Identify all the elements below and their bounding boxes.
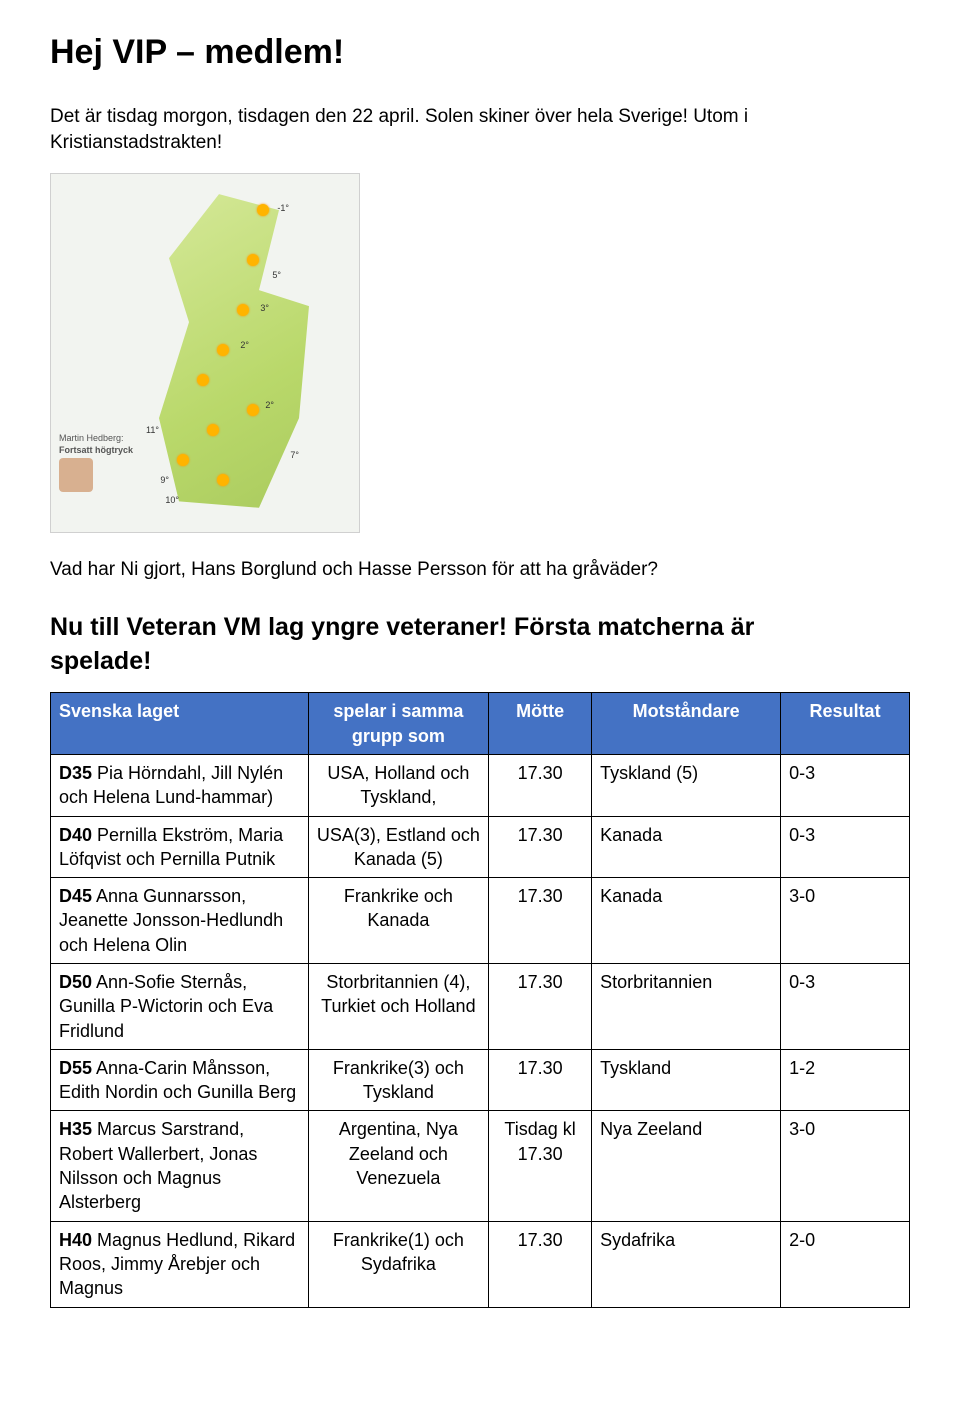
cell-opponent: Storbritannien bbox=[592, 963, 781, 1049]
team-players: Pia Hörndahl, Jill Nylén och Helena Lund… bbox=[59, 763, 283, 807]
cell-group: Argentina, Nya Zeeland och Venezuela bbox=[308, 1111, 488, 1221]
map-temp: 9° bbox=[160, 474, 169, 486]
results-table: Svenska laget spelar i samma grupp som M… bbox=[50, 692, 910, 1307]
table-row: D55 Anna-Carin Månsson, Edith Nordin och… bbox=[51, 1049, 910, 1111]
cell-team: D40 Pernilla Ekström, Maria Löfqvist och… bbox=[51, 816, 309, 878]
cell-met: 17.30 bbox=[489, 878, 592, 964]
cell-met: 17.30 bbox=[489, 754, 592, 816]
team-code: D40 bbox=[59, 825, 92, 845]
cell-team: D55 Anna-Carin Månsson, Edith Nordin och… bbox=[51, 1049, 309, 1111]
page-title: Hej VIP – medlem! bbox=[50, 30, 910, 76]
cell-opponent: Tyskland (5) bbox=[592, 754, 781, 816]
col-met: Mötte bbox=[489, 693, 592, 755]
cell-opponent: Sydafrika bbox=[592, 1221, 781, 1307]
cell-group: Storbritannien (4), Turkiet och Holland bbox=[308, 963, 488, 1049]
weather-map: -1° 5° 3° 2° 2° 7° 11° 9° 10° Martin Hed… bbox=[50, 173, 360, 533]
cell-group: Frankrike och Kanada bbox=[308, 878, 488, 964]
cell-result: 2-0 bbox=[781, 1221, 910, 1307]
table-row: D35 Pia Hörndahl, Jill Nylén och Helena … bbox=[51, 754, 910, 816]
cell-result: 3-0 bbox=[781, 1111, 910, 1221]
team-players: Ann-Sofie Sternås, Gunilla P-Wictorin oc… bbox=[59, 972, 273, 1041]
map-temp: 3° bbox=[260, 302, 269, 314]
cell-met: 17.30 bbox=[489, 963, 592, 1049]
table-header-row: Svenska laget spelar i samma grupp som M… bbox=[51, 693, 910, 755]
cell-group: Frankrike(1) och Sydafrika bbox=[308, 1221, 488, 1307]
team-players: Pernilla Ekström, Maria Löfqvist och Per… bbox=[59, 825, 283, 869]
table-row: D40 Pernilla Ekström, Maria Löfqvist och… bbox=[51, 816, 910, 878]
cell-opponent: Kanada bbox=[592, 816, 781, 878]
cell-met: 17.30 bbox=[489, 816, 592, 878]
map-temp: 2° bbox=[265, 399, 274, 411]
map-temp: 5° bbox=[272, 269, 281, 281]
cell-opponent: Tyskland bbox=[592, 1049, 781, 1111]
team-code: D55 bbox=[59, 1058, 92, 1078]
map-temp: -1° bbox=[277, 202, 289, 214]
cell-team: H40 Magnus Hedlund, Rikard Roos, Jimmy Å… bbox=[51, 1221, 309, 1307]
team-code: D50 bbox=[59, 972, 92, 992]
cell-met: Tisdag kl 17.30 bbox=[489, 1111, 592, 1221]
map-temp: 7° bbox=[290, 449, 299, 461]
cell-group: USA, Holland och Tyskland, bbox=[308, 754, 488, 816]
section-heading: Nu till Veteran VM lag yngre veteraner! … bbox=[50, 611, 810, 679]
team-players: Magnus Hedlund, Rikard Roos, Jimmy Årebj… bbox=[59, 1230, 295, 1299]
intro-paragraph: Det är tisdag morgon, tisdagen den 22 ap… bbox=[50, 104, 810, 155]
team-players: Anna Gunnarsson, Jeanette Jonsson-Hedlun… bbox=[59, 886, 283, 955]
cell-opponent: Kanada bbox=[592, 878, 781, 964]
team-code: D45 bbox=[59, 886, 92, 906]
cell-met: 17.30 bbox=[489, 1221, 592, 1307]
cell-group: Frankrike(3) och Tyskland bbox=[308, 1049, 488, 1111]
map-temp: 10° bbox=[165, 494, 179, 506]
avatar bbox=[59, 458, 93, 492]
cell-team: D45 Anna Gunnarsson, Jeanette Jonsson-He… bbox=[51, 878, 309, 964]
col-result: Resultat bbox=[781, 693, 910, 755]
team-code: H40 bbox=[59, 1230, 92, 1250]
team-code: D35 bbox=[59, 763, 92, 783]
map-shape bbox=[139, 194, 339, 514]
map-temp: 2° bbox=[240, 339, 249, 351]
second-paragraph: Vad har Ni gjort, Hans Borglund och Hass… bbox=[50, 557, 870, 583]
col-group: spelar i samma grupp som bbox=[308, 693, 488, 755]
cell-result: 3-0 bbox=[781, 878, 910, 964]
table-row: H35 Marcus Sarstrand, Robert Wallerbert,… bbox=[51, 1111, 910, 1221]
cell-result: 0-3 bbox=[781, 963, 910, 1049]
team-code: H35 bbox=[59, 1119, 92, 1139]
team-players: Anna-Carin Månsson, Edith Nordin och Gun… bbox=[59, 1058, 296, 1102]
cell-team: D35 Pia Hörndahl, Jill Nylén och Helena … bbox=[51, 754, 309, 816]
cell-opponent: Nya Zeeland bbox=[592, 1111, 781, 1221]
cell-team: D50 Ann-Sofie Sternås, Gunilla P-Wictori… bbox=[51, 963, 309, 1049]
cell-group: USA(3), Estland och Kanada (5) bbox=[308, 816, 488, 878]
cell-met: 17.30 bbox=[489, 1049, 592, 1111]
table-row: H40 Magnus Hedlund, Rikard Roos, Jimmy Å… bbox=[51, 1221, 910, 1307]
cell-result: 0-3 bbox=[781, 816, 910, 878]
cell-result: 1-2 bbox=[781, 1049, 910, 1111]
table-row: D50 Ann-Sofie Sternås, Gunilla P-Wictori… bbox=[51, 963, 910, 1049]
table-row: D45 Anna Gunnarsson, Jeanette Jonsson-He… bbox=[51, 878, 910, 964]
cell-result: 0-3 bbox=[781, 754, 910, 816]
map-author: Martin Hedberg: Fortsatt högtryck bbox=[59, 432, 133, 492]
map-temp: 11° bbox=[146, 424, 159, 436]
col-team: Svenska laget bbox=[51, 693, 309, 755]
col-opponent: Motståndare bbox=[592, 693, 781, 755]
cell-team: H35 Marcus Sarstrand, Robert Wallerbert,… bbox=[51, 1111, 309, 1221]
